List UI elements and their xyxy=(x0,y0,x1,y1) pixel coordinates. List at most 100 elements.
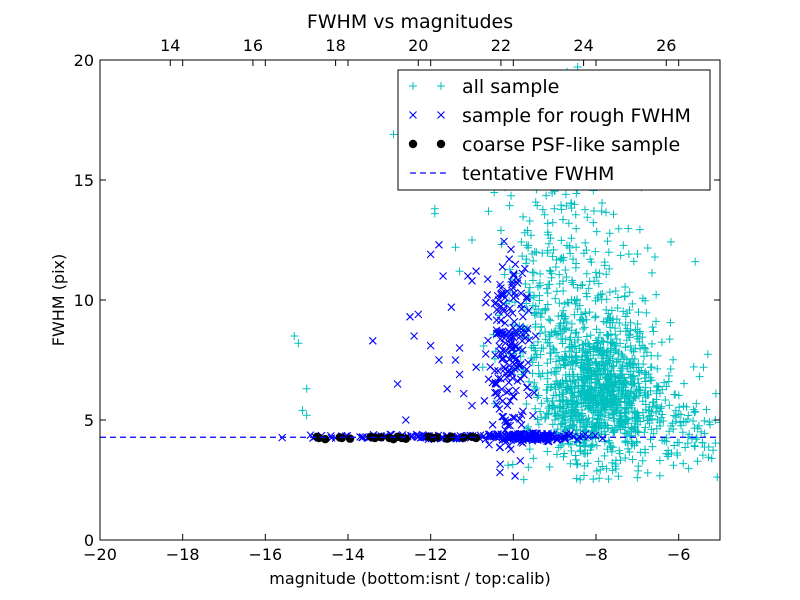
data-point xyxy=(605,264,614,273)
data-point xyxy=(607,401,616,410)
data-point xyxy=(497,328,506,337)
data-point xyxy=(488,420,497,429)
data-point xyxy=(531,386,540,395)
data-point xyxy=(536,313,545,322)
data-point xyxy=(533,393,542,402)
data-point xyxy=(505,361,514,370)
data-point xyxy=(634,367,643,376)
data-point xyxy=(468,236,476,244)
data-point xyxy=(370,433,380,443)
data-point xyxy=(542,409,551,418)
data-point xyxy=(484,375,493,384)
data-point xyxy=(634,428,643,437)
data-point xyxy=(691,407,700,416)
data-point xyxy=(572,460,581,469)
data-point xyxy=(499,329,508,338)
data-point xyxy=(609,339,618,348)
data-point xyxy=(592,227,601,236)
data-point xyxy=(643,468,652,477)
data-point xyxy=(582,332,591,341)
data-point xyxy=(556,324,565,333)
x-tick-label: −20 xyxy=(83,545,117,564)
legend-label: sample for rough FWHM xyxy=(462,105,691,127)
data-point xyxy=(572,189,581,198)
data-point xyxy=(447,303,456,312)
data-point xyxy=(529,434,537,443)
data-point xyxy=(628,354,637,363)
data-point xyxy=(566,440,575,449)
x-tick-label: −14 xyxy=(331,545,365,564)
data-point xyxy=(597,295,606,304)
data-point xyxy=(697,427,706,436)
data-point xyxy=(556,329,565,338)
data-point xyxy=(591,268,600,277)
data-point xyxy=(499,307,508,316)
series-all-sample xyxy=(290,49,730,484)
data-point xyxy=(616,251,625,260)
data-point xyxy=(571,455,580,464)
data-point xyxy=(652,317,661,326)
data-point xyxy=(657,338,666,347)
data-point xyxy=(498,263,507,271)
data-point xyxy=(722,383,730,391)
data-point xyxy=(585,277,594,286)
data-point xyxy=(579,449,588,458)
data-point xyxy=(624,444,633,453)
data-point xyxy=(662,437,671,446)
data-point xyxy=(621,312,630,321)
data-point xyxy=(485,440,493,449)
data-point xyxy=(600,451,609,460)
data-point xyxy=(655,456,664,465)
data-point xyxy=(606,371,615,380)
data-point xyxy=(538,205,547,214)
data-point xyxy=(570,338,579,347)
data-point xyxy=(587,406,596,415)
data-point xyxy=(520,228,529,237)
data-point xyxy=(700,416,709,425)
data-point xyxy=(602,318,611,327)
data-point xyxy=(507,191,516,200)
data-point xyxy=(294,339,303,348)
data-point xyxy=(551,49,559,57)
data-point xyxy=(602,305,611,314)
data-point xyxy=(500,270,509,279)
data-point xyxy=(621,343,630,352)
data-point xyxy=(608,354,617,363)
data-point xyxy=(625,427,634,436)
data-point xyxy=(570,310,579,319)
data-point xyxy=(591,377,600,386)
data-point xyxy=(492,433,501,442)
data-point xyxy=(468,401,476,410)
chart-title: FWHM vs magnitudes xyxy=(307,11,513,33)
data-point xyxy=(568,255,577,264)
data-point xyxy=(599,381,608,390)
data-point xyxy=(680,379,688,388)
data-point xyxy=(579,249,588,258)
data-point xyxy=(606,441,615,450)
data-point xyxy=(633,374,642,383)
data-point xyxy=(531,322,540,331)
data-point xyxy=(528,358,537,367)
data-point xyxy=(529,293,538,302)
data-point xyxy=(653,364,662,373)
data-point xyxy=(586,255,595,264)
data-point xyxy=(669,411,678,420)
data-point xyxy=(524,306,533,315)
data-point xyxy=(443,384,452,393)
data-point xyxy=(522,400,531,409)
data-point xyxy=(605,374,614,383)
data-point xyxy=(435,240,443,249)
data-point xyxy=(554,312,563,321)
data-point xyxy=(596,370,605,379)
data-point xyxy=(508,413,517,422)
data-point xyxy=(557,254,566,263)
data-point xyxy=(571,400,580,409)
data-point xyxy=(572,425,581,434)
data-point xyxy=(633,427,642,436)
data-point xyxy=(574,384,583,393)
data-point xyxy=(641,445,650,454)
data-point xyxy=(572,259,581,268)
data-point xyxy=(648,323,657,332)
series-layer xyxy=(100,49,730,484)
data-point xyxy=(546,349,555,358)
